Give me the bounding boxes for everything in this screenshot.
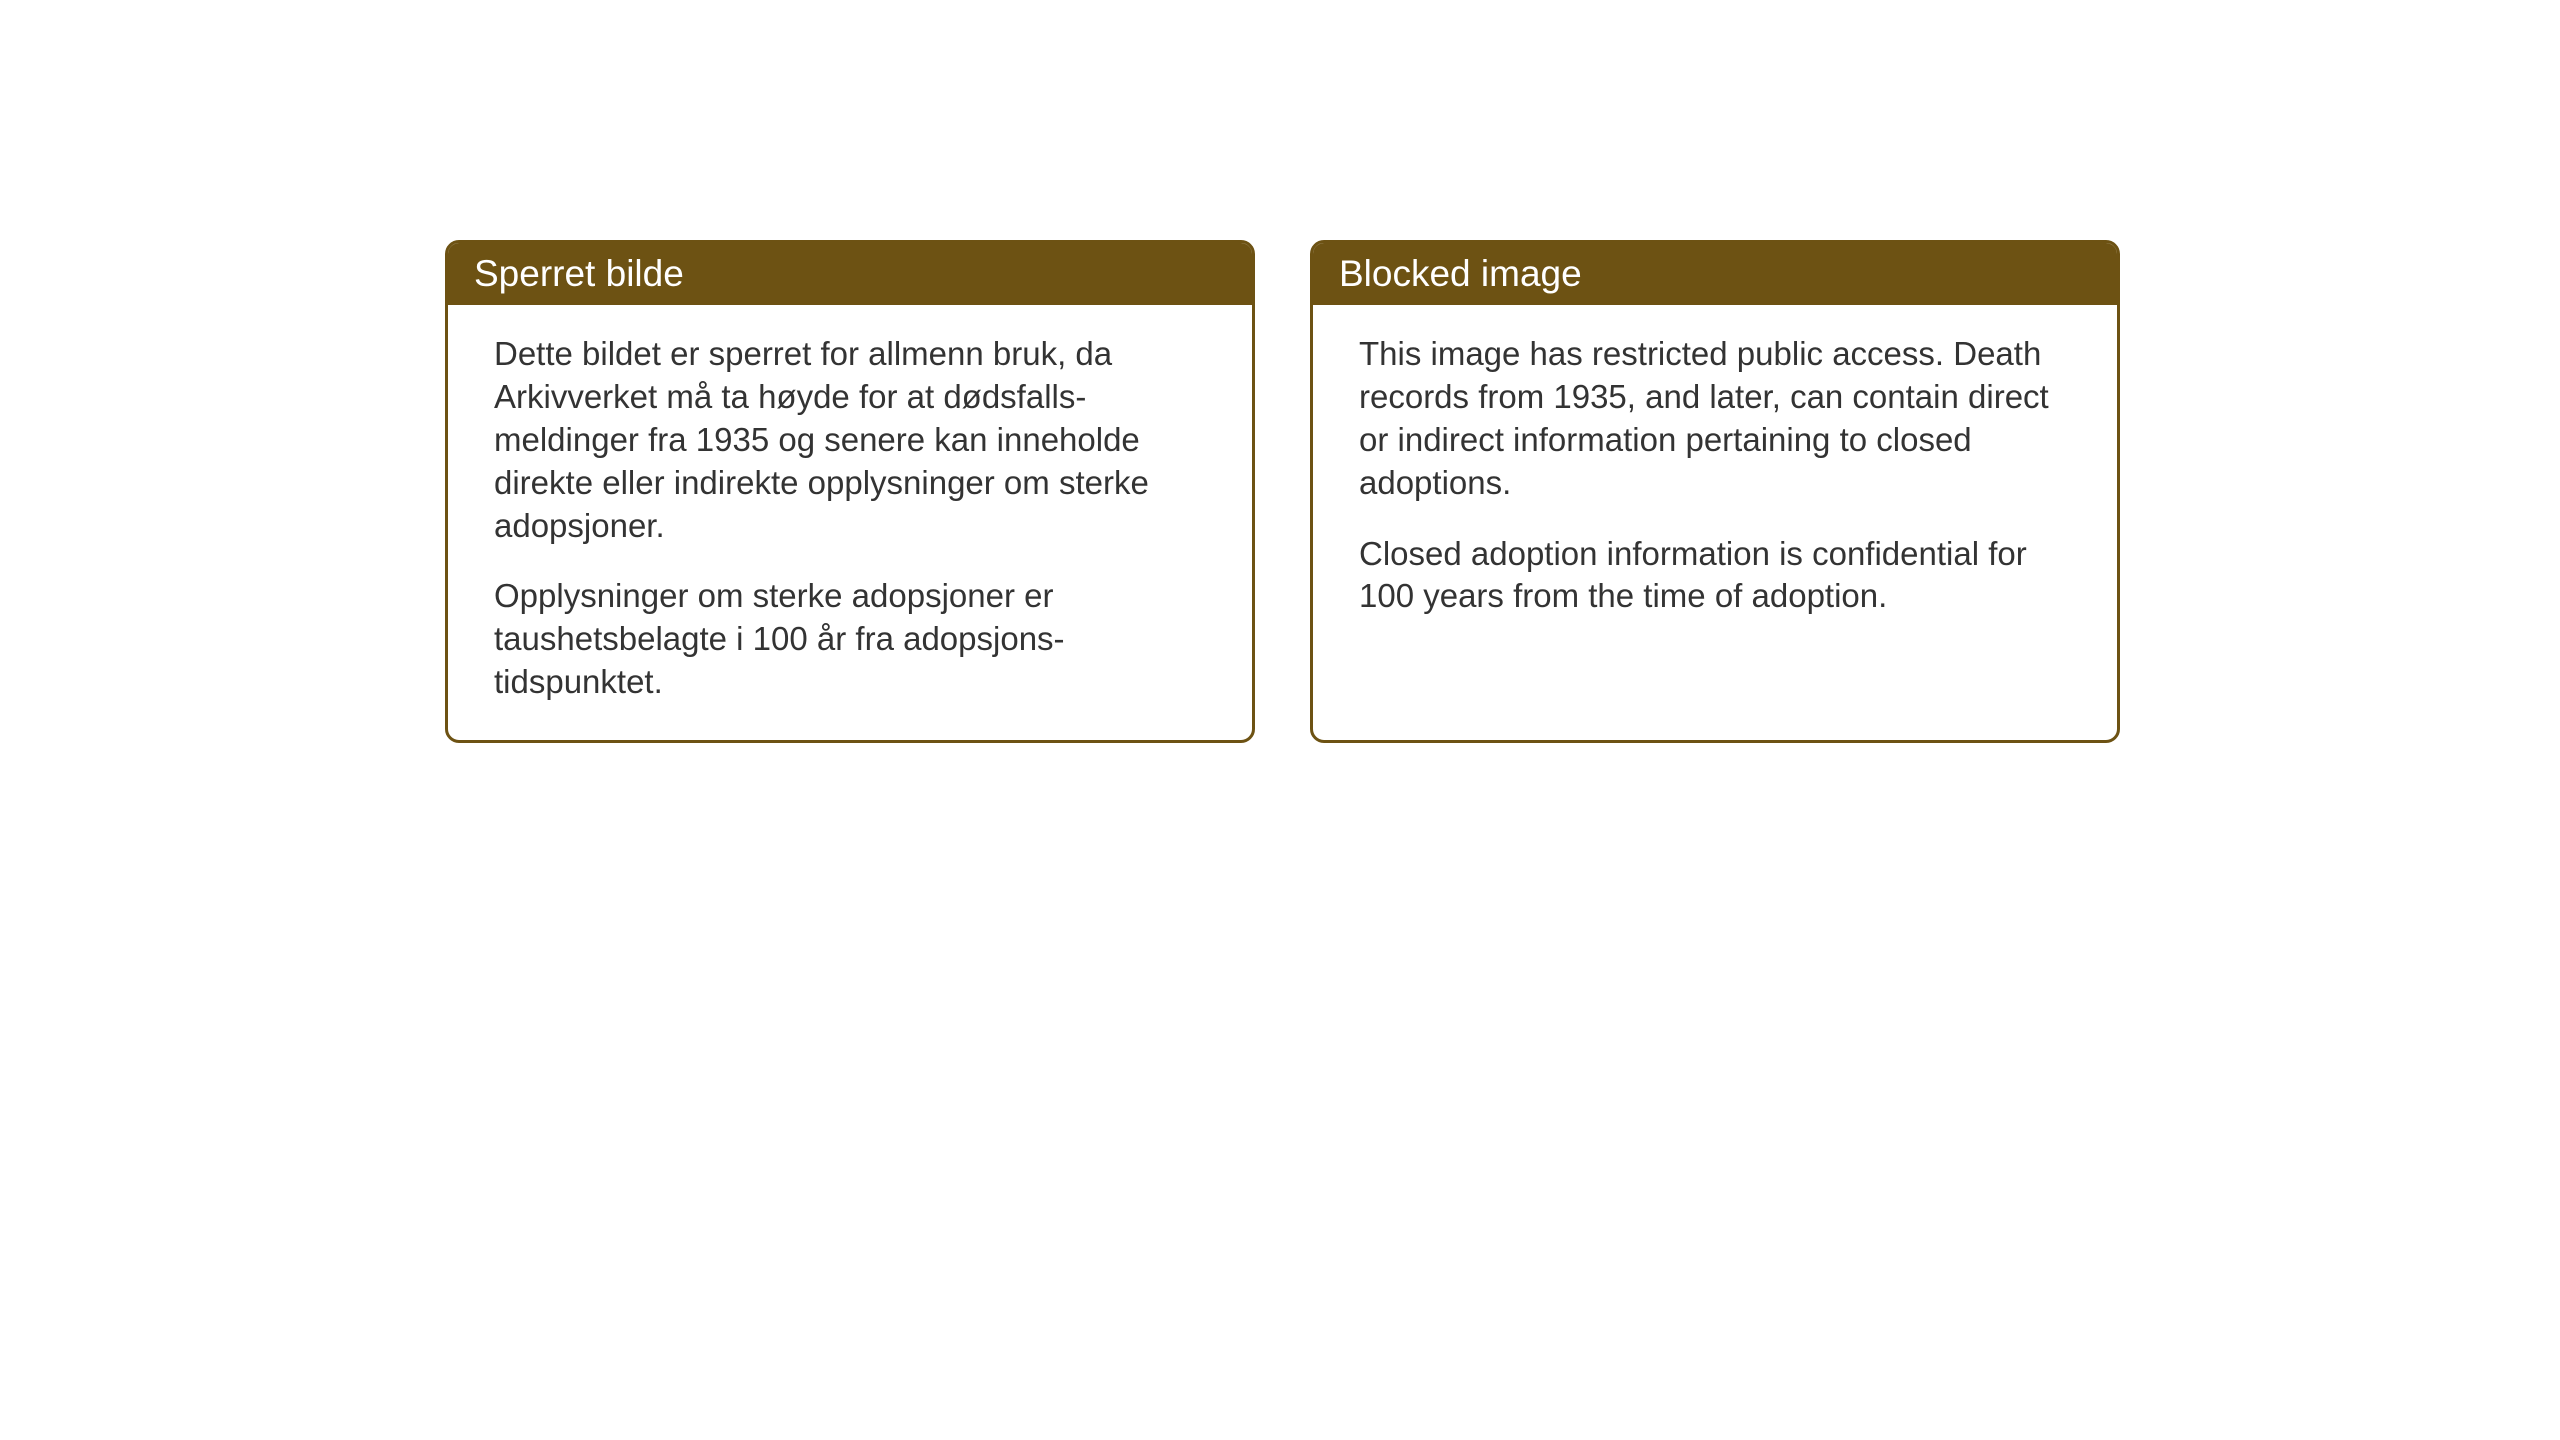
notice-paragraph: Dette bildet er sperret for allmenn bruk… (494, 333, 1206, 547)
notice-box-english: Blocked image This image has restricted … (1310, 240, 2120, 743)
notice-paragraph: This image has restricted public access.… (1359, 333, 2071, 505)
notice-container: Sperret bilde Dette bildet er sperret fo… (445, 240, 2120, 743)
notice-header-english: Blocked image (1313, 243, 2117, 305)
notice-paragraph: Closed adoption information is confident… (1359, 533, 2071, 619)
notice-body-english: This image has restricted public access.… (1313, 305, 2117, 705)
notice-paragraph: Opplysninger om sterke adopsjoner er tau… (494, 575, 1206, 704)
notice-body-norwegian: Dette bildet er sperret for allmenn bruk… (448, 305, 1252, 740)
notice-box-norwegian: Sperret bilde Dette bildet er sperret fo… (445, 240, 1255, 743)
notice-header-norwegian: Sperret bilde (448, 243, 1252, 305)
